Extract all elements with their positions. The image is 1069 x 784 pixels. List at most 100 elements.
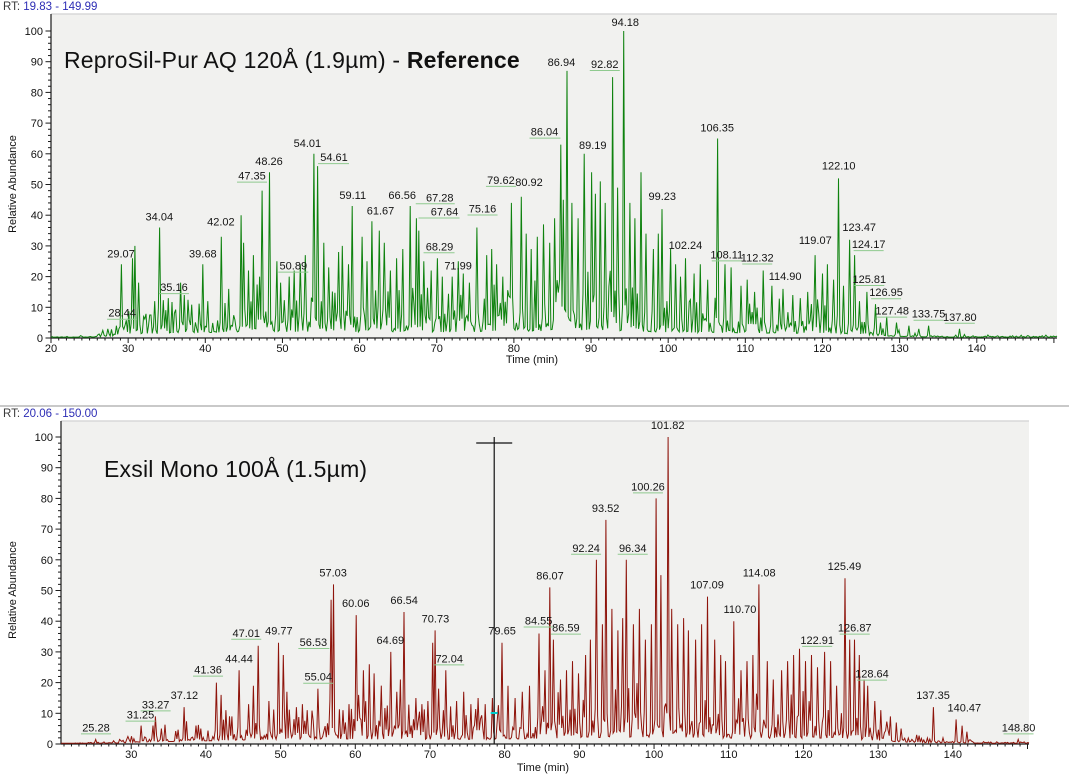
rt-label: RT: [3, 1, 21, 13]
x-axis-label-bottom: Time (min) [516, 762, 570, 774]
peak-label: 124.17 [852, 239, 886, 251]
y-tick-label: 20 [31, 272, 43, 284]
peak-label: 48.26 [255, 156, 283, 168]
peak-label: 148.80 [1002, 722, 1036, 734]
peak-label: 110.70 [724, 604, 757, 616]
peak-label: 94.18 [612, 17, 640, 29]
peak-label: 92.82 [591, 59, 619, 71]
peak-label: 35.16 [160, 282, 188, 294]
peak-leader-lines [107, 70, 975, 324]
peak-label: 55.04 [304, 672, 332, 684]
axis-tick-labels: 20 30 40 50 60 70 80 90 100 110 120 130 140 0 10 20 30 40… [25, 26, 986, 355]
axis-tick-labels: 30 40 50 60 70 80 90 100 110 120 130 140 0 10 20 30 40 50… [35, 432, 962, 761]
y-tick-label: 70 [31, 118, 43, 130]
rt-range-header-top: RT: 19.83 - 149.99 [3, 1, 97, 13]
peak-label: 119.07 [799, 235, 832, 247]
peak-label: 60.06 [342, 598, 370, 610]
peak-label: 79.62 [487, 175, 515, 187]
tic-trace [60, 436, 1030, 745]
crosshair-cursor[interactable] [476, 437, 513, 744]
y-tick-label: 80 [41, 493, 53, 505]
rt-label: RT: [3, 408, 21, 420]
chart-title-top-bold: Reference [406, 47, 520, 73]
cursor-intersection-marker [490, 712, 498, 714]
x-tick-label: 80 [508, 343, 520, 355]
peak-label: 75.16 [469, 203, 497, 215]
x-tick-label: 100 [659, 343, 677, 355]
x-tick-label: 120 [813, 343, 831, 355]
peak-label: 68.29 [426, 241, 454, 253]
peak-label: 127.48 [875, 306, 909, 318]
peak-label: 59.11 [339, 190, 366, 202]
x-tick-label: 20 [45, 343, 57, 355]
peak-label: 41.36 [194, 665, 222, 677]
x-tick-label: 40 [199, 343, 211, 355]
y-tick-label: 30 [31, 241, 43, 253]
y-tick-label: 40 [31, 210, 43, 222]
peak-label: 100.26 [631, 481, 665, 493]
rt-range-value: 19.83 - 149.99 [23, 1, 98, 13]
peak-label: 47.35 [238, 171, 266, 183]
y-axis-label-bottom: Relative Abundance [7, 541, 19, 639]
y-tick-label: 40 [41, 616, 53, 628]
peak-label: 137.80 [943, 312, 977, 324]
peak-label: 72.04 [435, 653, 463, 665]
peak-label: 80.92 [515, 177, 543, 189]
peak-label: 71.99 [444, 261, 472, 273]
y-tick-label: 30 [41, 647, 53, 659]
y-tick-label: 100 [35, 432, 53, 444]
peak-label: 66.54 [390, 595, 418, 607]
peak-label: 33.27 [142, 699, 170, 711]
y-tick-label: 50 [31, 180, 43, 192]
peak-label: 102.24 [669, 240, 703, 252]
y-tick-label: 50 [41, 586, 53, 598]
peak-label: 37.12 [171, 690, 199, 702]
peak-label: 31.25 [127, 710, 155, 722]
peak-label: 44.44 [225, 653, 253, 665]
x-tick-label: 40 [200, 749, 212, 761]
y-tick-label: 90 [31, 57, 43, 69]
y-tick-label: 20 [41, 678, 53, 690]
rt-range-value: 20.06 - 150.00 [23, 408, 98, 420]
peak-label: 54.01 [294, 138, 322, 150]
exsil-chromatogram[interactable]: 30 40 50 60 70 80 90 100 110 120 130 140 0 10 20 30 40 50… [35, 420, 1036, 761]
chart-title-top: ReproSil-Pur AQ 120Å (1.9µm) - Reference [64, 47, 520, 74]
peak-label: 140.47 [947, 702, 981, 714]
peak-leader-lines [80, 492, 1034, 735]
peak-label: 61.67 [367, 205, 395, 217]
x-tick-label: 120 [794, 749, 812, 761]
x-tick-label: 140 [944, 749, 962, 761]
peak-label: 86.07 [536, 570, 564, 582]
peak-label: 108.11 [710, 249, 743, 261]
peak-label: 125.81 [852, 274, 886, 286]
x-tick-label: 130 [869, 749, 887, 761]
y-axis-label-top: Relative Abundance [7, 135, 19, 233]
peak-label: 28.44 [108, 308, 136, 320]
y-tick-label: 0 [47, 739, 53, 751]
x-tick-label: 110 [737, 343, 755, 355]
chart-title-top-main: ReproSil-Pur AQ 120Å (1.9µm) - [64, 47, 407, 73]
panel-divider[interactable] [0, 405, 1069, 407]
x-tick-label: 70 [431, 343, 443, 355]
y-tick-label: 80 [31, 87, 43, 99]
peak-label: 57.03 [319, 567, 347, 579]
y-tick-label: 0 [37, 333, 43, 345]
peak-label: 54.61 [320, 152, 348, 164]
peak-label: 128.64 [855, 669, 889, 681]
rt-range-header-bottom: RT: 20.06 - 150.00 [3, 408, 97, 420]
peak-label: 122.91 [800, 635, 834, 647]
peak-label: 50.89 [280, 261, 308, 273]
peak-label: 93.52 [592, 503, 620, 515]
peak-label: 29.07 [107, 248, 135, 260]
peak-label: 79.65 [488, 626, 516, 638]
peak-label: 84.55 [525, 615, 553, 627]
x-tick-label: 80 [499, 749, 511, 761]
peak-label: 96.34 [619, 543, 647, 555]
reference-chromatogram[interactable]: 20 30 40 50 60 70 80 90 100 110 120 130 140 0 10 20 30 40… [25, 13, 1058, 355]
peak-label: 39.68 [189, 248, 217, 260]
peak-label: 67.28 [426, 192, 454, 204]
y-tick-label: 70 [41, 524, 53, 536]
x-tick-label: 100 [645, 749, 663, 761]
x-tick-label: 130 [890, 343, 908, 355]
